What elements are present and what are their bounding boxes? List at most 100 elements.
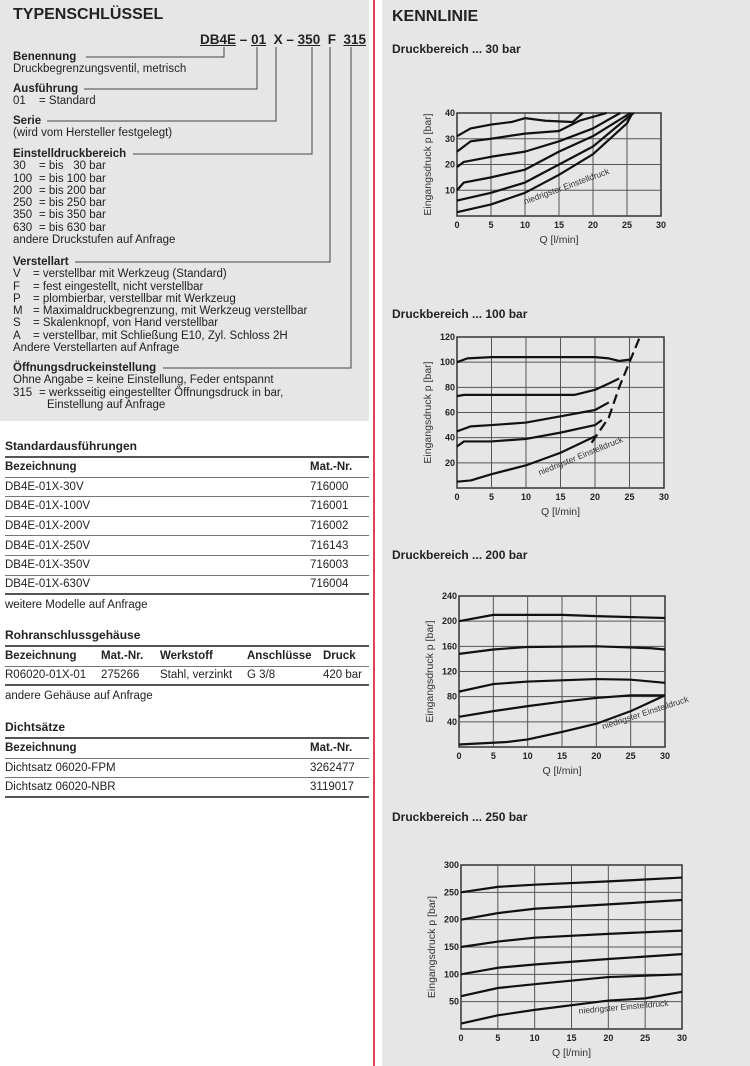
series-line <box>460 929 683 949</box>
einstelldruck-note: andere Druckstufen auf Anfrage <box>13 234 176 247</box>
y-tick-label: 40 <box>445 108 455 118</box>
series-line <box>460 973 683 998</box>
y-tick-label: 300 <box>444 860 459 870</box>
option-key: 315 <box>13 386 33 399</box>
y-tick-label: 160 <box>442 641 457 651</box>
cell: 716001 <box>310 500 349 513</box>
dicht-table: Bezeichnung Mat.-Nr. Dichtsatz 06020-FPM 3… <box>5 737 369 798</box>
option-key: 350 <box>13 209 33 222</box>
x-tick-label: 10 <box>523 751 533 761</box>
option-key: M <box>13 305 23 318</box>
y-tick-label: 80 <box>447 692 457 702</box>
cell: G 3/8 <box>247 669 276 682</box>
serie-block: Serie (wird vom Hersteller festgelegt) <box>13 115 172 140</box>
series-line <box>460 953 683 976</box>
x-tick-label: 30 <box>659 492 669 502</box>
table-row: Dichtsatz 06020-NBR 3119017 <box>5 778 369 798</box>
cell: 716143 <box>310 539 349 552</box>
type-code: DB4E – 01 X – 350 F 315 <box>200 32 366 47</box>
ausfuehrung-block: Ausführung 01 = Standard <box>13 83 96 108</box>
table-row: DB4E-01X-350V 716003 <box>5 556 369 576</box>
table-row: DB4E-01X-250V 716143 <box>5 536 369 556</box>
table-header: Bezeichnung Mat.-Nr. <box>5 458 369 478</box>
col-header: Mat.-Nr. <box>101 650 144 663</box>
option-key: 630 <box>13 221 33 234</box>
einstelldruck-block: Einstelldruckbereich 30 = bis 30 bar 100 = b… <box>13 148 175 246</box>
series-line <box>456 112 631 191</box>
section-title: Dichtsätze <box>5 720 66 734</box>
code-part: 315 <box>343 32 367 47</box>
y-tick-label: 120 <box>440 332 455 342</box>
x-tick-label: 0 <box>458 1033 463 1043</box>
option-value: = bis 100 bar <box>39 172 106 185</box>
col-header: Mat.-Nr. <box>310 461 353 474</box>
table-header: Bezeichnung Mat.-Nr. <box>5 739 369 759</box>
option-value-cont: Einstellung auf Anfrage <box>47 398 166 411</box>
x-tick-label: 20 <box>590 492 600 502</box>
option-value: = bis 630 bar <box>39 221 106 234</box>
y-tick-label: 100 <box>440 357 455 367</box>
verstellart-heading: Verstellart <box>13 256 69 268</box>
series-line <box>590 336 641 444</box>
y-tick-label: 40 <box>447 717 457 727</box>
series-line <box>456 112 634 214</box>
column-divider <box>373 0 375 1066</box>
y-tick-label: 250 <box>444 887 459 897</box>
series-line <box>458 694 665 718</box>
oeffnung-line: Ohne Angabe = keine Einstellung, Feder e… <box>13 374 274 387</box>
section-title: Rohranschlussgehäuse <box>5 628 141 642</box>
cell: DB4E-01X-200V <box>5 520 91 533</box>
oeffnung-block: Öffnungsdruckeinstellung Ohne Angabe = ke… <box>13 362 283 411</box>
x-tick-label: 30 <box>677 1033 687 1043</box>
chart-title: Druckbereich ... 250 bar <box>392 810 528 824</box>
code-part: 350 <box>297 32 321 47</box>
y-axis-label: Eingangsdruck p [bar] <box>422 361 434 463</box>
cell: DB4E-01X-630V <box>5 578 91 591</box>
y-tick-label: 40 <box>445 433 455 443</box>
cell: 3262477 <box>310 761 355 774</box>
benennung-heading: Benennung <box>13 51 77 63</box>
y-tick-label: 200 <box>442 616 457 626</box>
y-axis-label: Eingangsdruck p [bar] <box>424 620 436 722</box>
gehaeuse-table: Bezeichnung Mat.-Nr. Werkstoff Anschlüsse Dr… <box>5 645 369 687</box>
x-axis-label: Q [l/min] <box>542 765 581 777</box>
col-header: Druck <box>323 650 356 663</box>
series-line <box>458 677 666 693</box>
option-key: 200 <box>13 184 33 197</box>
option-value: = Standard <box>39 95 96 108</box>
series-line <box>456 419 603 448</box>
option-key: A <box>13 329 21 342</box>
table-row: DB4E-01X-100V 716001 <box>5 497 369 517</box>
table-row: DB4E-01X-30V 716000 <box>5 478 369 498</box>
cell: R06020-01X-01 <box>5 669 87 682</box>
code-part: DB4E <box>200 32 237 47</box>
series-line <box>456 111 607 153</box>
series-line <box>460 990 683 1025</box>
series-line <box>456 112 635 202</box>
col-header: Bezeichnung <box>5 461 77 474</box>
option-key: F <box>13 280 21 293</box>
option-key: V <box>13 268 21 281</box>
table-row: R06020-01X-01 275266 Stahl, verzinkt G 3/8 4… <box>5 667 369 687</box>
y-tick-label: 50 <box>449 997 459 1007</box>
typenschluessel-title: TYPENSCHLÜSSEL <box>13 6 164 23</box>
standard-section: Standardausführungen Bezeichnung Mat.-Nr.… <box>5 439 369 614</box>
verstellart-block: Verstellart V = verstellbar mit Werkzeug (… <box>13 256 307 354</box>
cell: Dichtsatz 06020-NBR <box>5 780 116 793</box>
standard-table: Bezeichnung Mat.-Nr. DB4E-01X-30V 716000 D… <box>5 456 369 596</box>
x-tick-label: 20 <box>591 751 601 761</box>
table-note: andere Gehäuse auf Anfrage <box>5 689 153 702</box>
x-tick-label: 5 <box>495 1033 500 1043</box>
y-tick-label: 20 <box>445 160 455 170</box>
x-tick-label: 15 <box>554 220 564 230</box>
einstelldruck-heading: Einstelldruckbereich <box>13 148 127 160</box>
option-value: = bis 250 bar <box>39 197 106 210</box>
x-axis-label: Q [l/min] <box>539 234 578 246</box>
series-line <box>458 694 666 746</box>
x-tick-label: 25 <box>640 1033 650 1043</box>
x-axis-label: Q [l/min] <box>552 1047 591 1059</box>
cell: 420 bar <box>323 669 363 682</box>
code-dash: – <box>239 32 248 47</box>
y-tick-label: 150 <box>444 942 459 952</box>
y-tick-label: 200 <box>444 915 459 925</box>
